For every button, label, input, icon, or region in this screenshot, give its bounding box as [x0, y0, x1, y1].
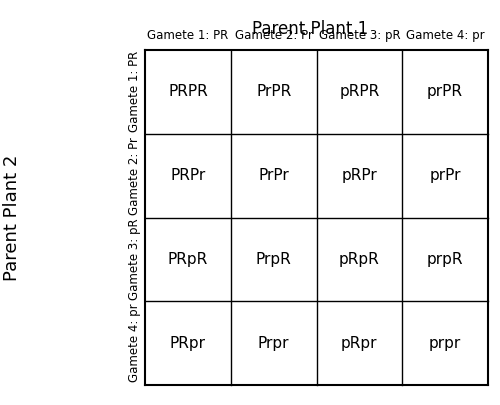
- Text: prPr: prPr: [430, 168, 461, 183]
- Text: pRpR: pRpR: [339, 252, 380, 267]
- Text: pRPr: pRPr: [342, 168, 378, 183]
- Text: PrpR: PrpR: [256, 252, 292, 267]
- Text: Gamete 1: PR: Gamete 1: PR: [147, 29, 228, 42]
- Text: PRPR: PRPR: [168, 84, 208, 99]
- Text: PRpr: PRpr: [170, 336, 206, 351]
- Text: PRPr: PRPr: [170, 168, 205, 183]
- Text: Parent Plant 1: Parent Plant 1: [252, 20, 368, 38]
- Text: PrPR: PrPR: [256, 84, 291, 99]
- Text: prPR: prPR: [427, 84, 463, 99]
- Text: Gamete 1: PR: Gamete 1: PR: [128, 51, 141, 132]
- Text: Prpr: Prpr: [258, 336, 290, 351]
- Text: PrPr: PrPr: [258, 168, 289, 183]
- Text: PRpR: PRpR: [168, 252, 208, 267]
- Text: pRPR: pRPR: [339, 84, 380, 99]
- Text: pRpr: pRpr: [341, 336, 378, 351]
- Text: Parent Plant 2: Parent Plant 2: [3, 154, 21, 281]
- Text: Gamete 3: pR: Gamete 3: pR: [128, 219, 141, 300]
- Text: Gamete 3: pR: Gamete 3: pR: [318, 29, 400, 42]
- Text: Gamete 2: Pr: Gamete 2: Pr: [234, 29, 312, 42]
- Text: prpR: prpR: [427, 252, 464, 267]
- Text: Gamete 4: pr: Gamete 4: pr: [406, 29, 484, 42]
- Text: Gamete 2: Pr: Gamete 2: Pr: [128, 137, 141, 215]
- Text: Gamete 4: pr: Gamete 4: pr: [128, 304, 141, 382]
- Text: prpr: prpr: [429, 336, 461, 351]
